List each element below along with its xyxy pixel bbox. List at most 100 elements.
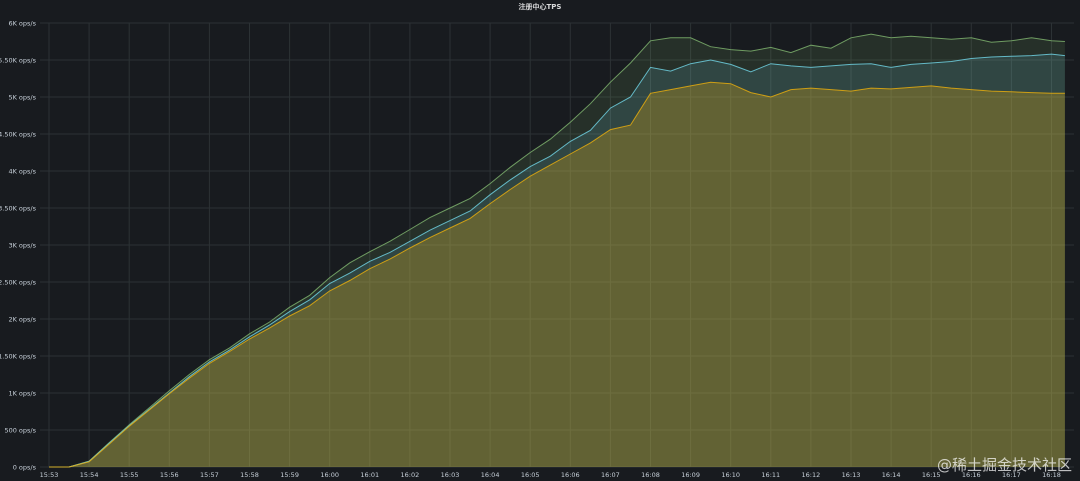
- x-tick-label: 16:17: [1002, 471, 1021, 479]
- data-point: [1031, 55, 1032, 56]
- x-tick-label: 16:09: [681, 471, 700, 479]
- y-tick-label: 3.50K ops/s: [0, 205, 37, 213]
- y-axis: 0 ops/s 500 ops/s 1K ops/s 1.50K ops/s 2K op…: [0, 20, 37, 472]
- y-tick-label: 2K ops/s: [8, 316, 36, 324]
- data-point: [951, 88, 952, 89]
- data-point: [590, 130, 591, 131]
- data-point: [1051, 93, 1052, 94]
- data-point: [109, 444, 110, 445]
- data-point: [770, 96, 771, 97]
- data-point: [1031, 37, 1032, 38]
- data-point: [429, 217, 430, 218]
- data-point: [510, 179, 511, 180]
- data-point: [570, 153, 571, 154]
- data-point: [690, 37, 691, 38]
- data-point: [830, 89, 831, 90]
- data-point: [810, 45, 811, 46]
- data-point: [209, 359, 210, 360]
- x-tick-label: 16:12: [802, 471, 821, 479]
- series-line-2: [49, 53, 1065, 468]
- x-axis: 15:53 15:54 15:55 15:56 15:57 15:58 15:59 16:00…: [40, 471, 1061, 479]
- data-point: [871, 88, 872, 89]
- data-point: [209, 361, 210, 362]
- y-tick-label: 5.50K ops/s: [0, 57, 37, 65]
- data-point: [169, 390, 170, 391]
- data-point: [911, 64, 912, 65]
- panel-title: 注册中心TPS: [518, 3, 562, 11]
- data-point: [409, 247, 410, 248]
- data-point: [510, 189, 511, 190]
- data-point: [630, 125, 631, 126]
- data-point: [991, 91, 992, 92]
- x-tick-label: 15:56: [160, 471, 179, 479]
- data-point: [730, 83, 731, 84]
- data-point: [770, 47, 771, 48]
- data-point: [1064, 55, 1065, 56]
- data-point: [550, 139, 551, 140]
- data-point: [830, 48, 831, 49]
- data-point: [349, 262, 350, 263]
- data-point: [449, 220, 450, 221]
- data-point: [470, 210, 471, 211]
- y-tick-label: 1.50K ops/s: [0, 353, 37, 361]
- x-tick-label: 16:14: [882, 471, 901, 479]
- x-tick-label: 16:18: [1042, 471, 1061, 479]
- data-point: [550, 156, 551, 157]
- data-point: [1031, 92, 1032, 93]
- data-point: [750, 71, 751, 72]
- data-point: [249, 336, 250, 337]
- series-line-1: [49, 33, 1065, 468]
- data-point: [510, 167, 511, 168]
- data-point: [189, 378, 190, 379]
- data-point: [269, 324, 270, 325]
- data-point: [389, 259, 390, 260]
- x-tick-label: 15:53: [40, 471, 59, 479]
- x-tick-label: 16:07: [601, 471, 620, 479]
- data-point: [309, 295, 310, 296]
- data-point: [790, 52, 791, 53]
- data-point: [129, 426, 130, 427]
- y-tick-label: 1K ops/s: [8, 390, 36, 398]
- data-point: [991, 56, 992, 57]
- data-point: [409, 229, 410, 230]
- x-tick-label: 16:08: [641, 471, 660, 479]
- data-point: [770, 63, 771, 64]
- data-point: [389, 241, 390, 242]
- data-point: [1051, 54, 1052, 55]
- x-tick-label: 16:05: [521, 471, 540, 479]
- data-point: [229, 351, 230, 352]
- x-tick-label: 15:59: [280, 471, 299, 479]
- data-point: [149, 409, 150, 410]
- data-point: [971, 37, 972, 38]
- data-point: [449, 207, 450, 208]
- data-point: [369, 261, 370, 262]
- x-tick-label: 15:58: [240, 471, 259, 479]
- data-point: [710, 59, 711, 60]
- data-point: [68, 466, 69, 467]
- data-point: [670, 89, 671, 90]
- data-point: [650, 93, 651, 94]
- data-point: [891, 88, 892, 89]
- y-tick-label: 2.50K ops/s: [0, 279, 37, 287]
- data-point: [610, 129, 611, 130]
- data-point: [289, 307, 290, 308]
- watermark: @稀土掘金技术社区: [936, 456, 1072, 474]
- data-point: [429, 230, 430, 231]
- data-point: [229, 350, 230, 351]
- data-point: [610, 108, 611, 109]
- data-point: [1064, 93, 1065, 94]
- x-tick-label: 16:04: [481, 471, 500, 479]
- data-point: [850, 37, 851, 38]
- series-area-2: [49, 54, 1065, 467]
- data-point: [369, 251, 370, 252]
- data-point: [169, 393, 170, 394]
- data-point: [650, 67, 651, 68]
- y-tick-label: 4K ops/s: [8, 168, 36, 176]
- data-point: [650, 40, 651, 41]
- data-point: [48, 466, 49, 467]
- x-tick-label: 16:01: [360, 471, 379, 479]
- data-point: [931, 62, 932, 63]
- data-point: [389, 252, 390, 253]
- data-point: [991, 42, 992, 43]
